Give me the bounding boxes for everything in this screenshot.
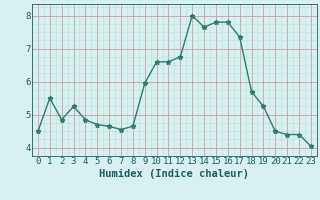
X-axis label: Humidex (Indice chaleur): Humidex (Indice chaleur) (100, 169, 249, 179)
